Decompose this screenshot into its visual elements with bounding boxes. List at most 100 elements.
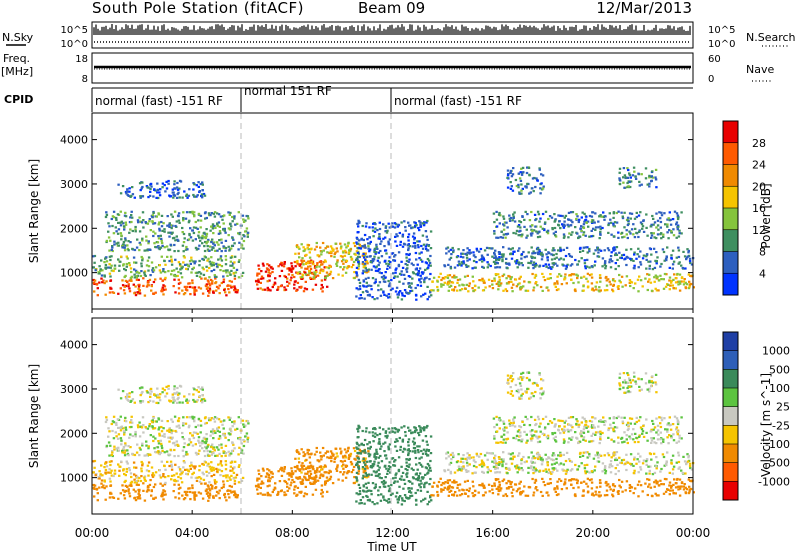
echo-cell xyxy=(497,236,500,239)
echo-cell xyxy=(242,220,246,223)
echo-cell xyxy=(193,215,196,218)
echo-cell xyxy=(426,249,429,252)
echo-cell xyxy=(495,225,499,228)
echo-cell xyxy=(415,258,418,261)
echo-cell xyxy=(222,278,226,281)
echo-cell xyxy=(515,184,519,188)
echo-cell xyxy=(256,274,259,277)
echo-cell xyxy=(121,489,125,492)
echo-cell xyxy=(198,264,201,267)
echo-cell xyxy=(590,276,594,279)
echo-cell xyxy=(212,212,215,215)
echo-cell xyxy=(632,233,635,236)
echo-cell xyxy=(628,212,632,215)
echo-cell xyxy=(368,431,371,434)
echo-cell xyxy=(690,275,693,278)
echo-cell xyxy=(158,426,161,429)
echo-cell xyxy=(483,281,486,284)
echo-cell xyxy=(128,492,131,495)
echo-cell xyxy=(170,465,174,468)
echo-cell xyxy=(222,228,225,231)
echo-cell xyxy=(588,250,591,253)
echo-cell xyxy=(207,499,210,502)
echo-cell xyxy=(115,447,118,450)
echo-cell xyxy=(103,261,106,264)
echo-cell xyxy=(119,492,122,495)
echo-cell xyxy=(529,191,532,194)
echo-cell xyxy=(300,276,304,279)
echo-cell xyxy=(382,442,385,445)
echo-cell xyxy=(119,397,123,400)
echo-cell xyxy=(363,438,367,442)
echo-cell xyxy=(541,187,545,190)
echo-cell xyxy=(468,282,471,285)
echo-cell xyxy=(415,499,418,502)
echo-cell xyxy=(685,258,688,261)
echo-cell xyxy=(219,215,223,218)
echo-cell xyxy=(384,249,388,252)
echo-cell xyxy=(368,226,371,229)
echo-cell xyxy=(358,297,361,300)
echo-cell xyxy=(126,485,129,488)
echo-cell xyxy=(193,400,197,403)
echo-cell xyxy=(215,494,218,497)
echo-cell xyxy=(181,431,184,435)
echo-cell xyxy=(142,284,145,287)
echo-cell xyxy=(538,235,542,238)
echo-cell xyxy=(219,255,223,258)
echo-cell xyxy=(339,460,343,463)
echo-cell xyxy=(198,259,201,263)
echo-cell xyxy=(554,230,557,233)
echo-cell xyxy=(386,434,389,437)
echo-cell xyxy=(628,180,631,184)
echo-cell xyxy=(493,279,496,282)
echo-cell xyxy=(117,449,120,452)
echo-cell xyxy=(371,229,375,232)
echo-cell xyxy=(603,289,607,292)
echo-cell xyxy=(341,460,344,463)
echo-cell xyxy=(509,181,512,184)
echo-cell xyxy=(231,490,235,493)
echo-cell xyxy=(671,249,675,252)
echo-cell xyxy=(146,186,149,189)
echo-cell xyxy=(121,246,124,249)
echo-cell xyxy=(204,461,207,464)
echo-cell xyxy=(311,477,314,480)
echo-cell xyxy=(134,285,137,288)
echo-cell xyxy=(201,394,204,397)
echo-cell xyxy=(509,278,512,281)
echo-cell xyxy=(183,292,187,295)
echo-cell xyxy=(554,262,557,265)
echo-cell xyxy=(315,245,318,248)
echo-cell xyxy=(185,399,188,402)
echo-cell xyxy=(140,255,143,259)
echo-cell xyxy=(340,450,343,453)
echo-cell xyxy=(618,167,622,170)
echo-cell xyxy=(395,438,398,441)
echo-cell xyxy=(193,388,196,391)
echo-cell xyxy=(329,272,332,276)
echo-cell xyxy=(530,255,533,258)
echo-cell xyxy=(144,479,147,482)
echo-cell xyxy=(540,182,543,185)
echo-cell xyxy=(163,259,166,263)
echo-cell xyxy=(135,278,139,281)
echo-cell xyxy=(218,435,222,438)
echo-cell xyxy=(234,428,237,431)
echo-cell xyxy=(576,274,579,277)
echo-cell xyxy=(162,427,165,430)
echo-cell xyxy=(316,254,319,257)
echo-cell xyxy=(590,265,594,268)
echo-cell xyxy=(466,274,469,277)
echo-cell xyxy=(576,232,579,235)
echo-cell xyxy=(208,249,211,252)
echo-cell xyxy=(639,221,643,224)
echo-cell xyxy=(375,448,378,451)
echo-cell xyxy=(209,434,212,437)
echo-cell xyxy=(416,263,419,266)
echo-cell xyxy=(163,228,166,231)
echo-cell xyxy=(611,290,615,293)
echo-cell xyxy=(173,250,176,253)
echo-cell xyxy=(451,276,454,279)
echo-cell xyxy=(650,232,653,235)
